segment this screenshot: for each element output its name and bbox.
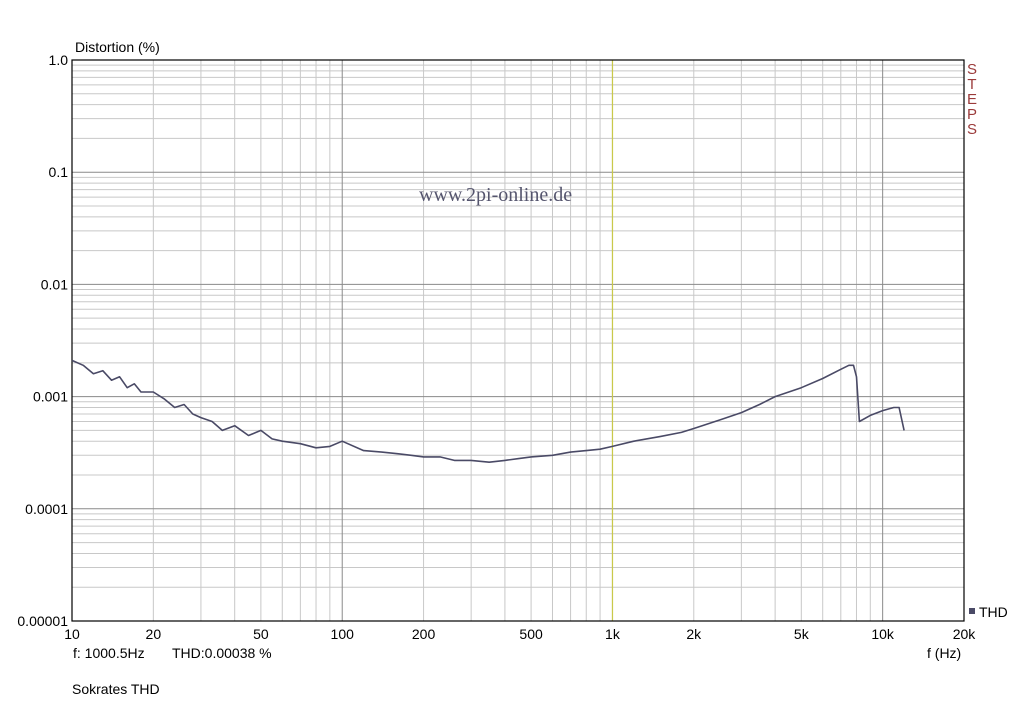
side-brand-letter: T — [967, 76, 977, 93]
y-tick-label: 0.00001 — [17, 613, 68, 629]
x-tick-label: 100 — [331, 626, 355, 642]
footer-title: Sokrates THD — [72, 681, 160, 697]
y-tick-label: 0.0001 — [25, 501, 68, 517]
legend-swatch — [969, 608, 975, 614]
cursor-thd-readout: THD:0.00038 % — [172, 645, 272, 661]
watermark: www.2pi-online.de — [419, 184, 573, 206]
y-tick-label: 0.001 — [33, 389, 68, 405]
side-brand: S T E P S — [965, 62, 979, 137]
x-tick-label: 200 — [412, 626, 436, 642]
y-tick-label: 0.1 — [49, 164, 69, 180]
x-tick-label: 10k — [871, 626, 895, 642]
x-tick-label: 20k — [953, 626, 977, 642]
side-brand-letter: E — [966, 91, 977, 108]
x-tick-label: 2k — [686, 626, 702, 642]
y-tick-label: 0.01 — [41, 276, 68, 292]
x-axis-unit: f (Hz) — [927, 645, 962, 661]
legend-label: THD — [979, 604, 1008, 620]
x-tick-label: 1k — [605, 626, 621, 642]
series-line-thd — [71, 359, 905, 463]
y-axis-title: Distortion (%) — [75, 39, 160, 55]
x-tick-label: 5k — [794, 626, 810, 642]
x-tick-label: 50 — [253, 626, 269, 642]
y-tick-label: 1.0 — [49, 52, 69, 68]
cursor-frequency-readout: f: 1000.5Hz — [73, 645, 145, 661]
x-tick-label: 10 — [64, 626, 80, 642]
x-tick-label: 500 — [519, 626, 543, 642]
side-brand-letter: S — [966, 121, 977, 138]
plot-frame — [71, 59, 965, 622]
side-brand-letter: P — [966, 106, 977, 123]
side-brand-letter: S — [966, 61, 977, 78]
x-tick-label: 20 — [146, 626, 162, 642]
